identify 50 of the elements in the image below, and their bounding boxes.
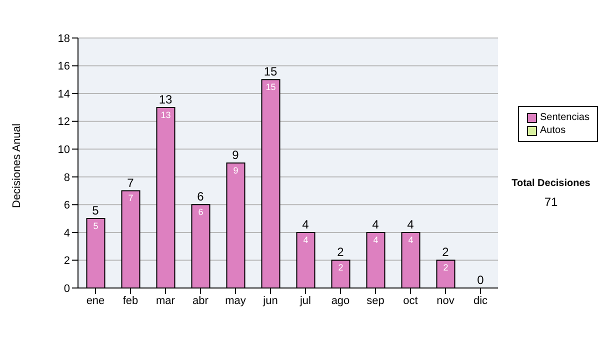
data-label: 6 <box>198 207 204 218</box>
x-tick-label: oct <box>403 294 418 307</box>
x-tick-label: abr <box>192 294 209 307</box>
data-label: 4 <box>303 234 308 245</box>
x-tick-label: ene <box>86 294 105 307</box>
y-tick-label: 10 <box>58 144 70 156</box>
data-label: 2 <box>443 262 448 273</box>
x-tick-label: dic <box>473 294 488 307</box>
total-label: 2 <box>337 245 344 260</box>
total-label: 0 <box>477 273 484 287</box>
total-label: 2 <box>442 245 450 260</box>
total-label: 9 <box>232 148 240 162</box>
total-label: 4 <box>372 217 380 232</box>
data-label: 5 <box>93 220 98 231</box>
total-label: 6 <box>197 190 204 204</box>
x-tick-label: may <box>225 294 246 307</box>
x-tick-label: sep <box>366 294 384 307</box>
y-tick-label: 12 <box>58 116 70 128</box>
data-label: 7 <box>128 193 134 204</box>
text: 71 <box>543 195 559 209</box>
total-label: 5 <box>92 204 100 218</box>
total-label: 4 <box>407 217 414 232</box>
x-tick-label: nov <box>436 294 455 307</box>
data-label: 4 <box>408 234 414 245</box>
y-tick-label: 18 <box>58 32 70 45</box>
x-tick-label: feb <box>122 294 138 307</box>
y-tick-label: 8 <box>64 172 70 184</box>
total-label: 7 <box>127 176 134 190</box>
x-tick-label: jun <box>262 294 278 307</box>
text: Total Decisiones <box>510 178 592 189</box>
data-label: 15 <box>266 82 276 92</box>
data-label: 13 <box>160 110 171 120</box>
y-tick-label: 4 <box>64 227 70 240</box>
legend-label: Sentencias <box>540 111 590 124</box>
x-tick-label: mar <box>156 294 176 307</box>
total-label: 15 <box>264 64 278 79</box>
data-label: 9 <box>233 165 238 176</box>
y-tick-label: 16 <box>58 60 70 73</box>
y-tick-label: 6 <box>64 200 70 212</box>
total-label: 13 <box>158 92 172 106</box>
x-tick-label: jul <box>298 294 312 307</box>
y-axis-title: Decisiones Anual <box>10 124 23 208</box>
total-label: 4 <box>302 217 310 232</box>
x-tick-label: ago <box>331 294 350 307</box>
legend-label: Autos <box>540 124 566 137</box>
y-tick-label: 0 <box>64 282 70 295</box>
y-tick-label: 2 <box>64 255 70 268</box>
data-label: 2 <box>338 262 344 273</box>
data-label: 4 <box>373 234 378 245</box>
y-tick-label: 14 <box>58 88 70 100</box>
